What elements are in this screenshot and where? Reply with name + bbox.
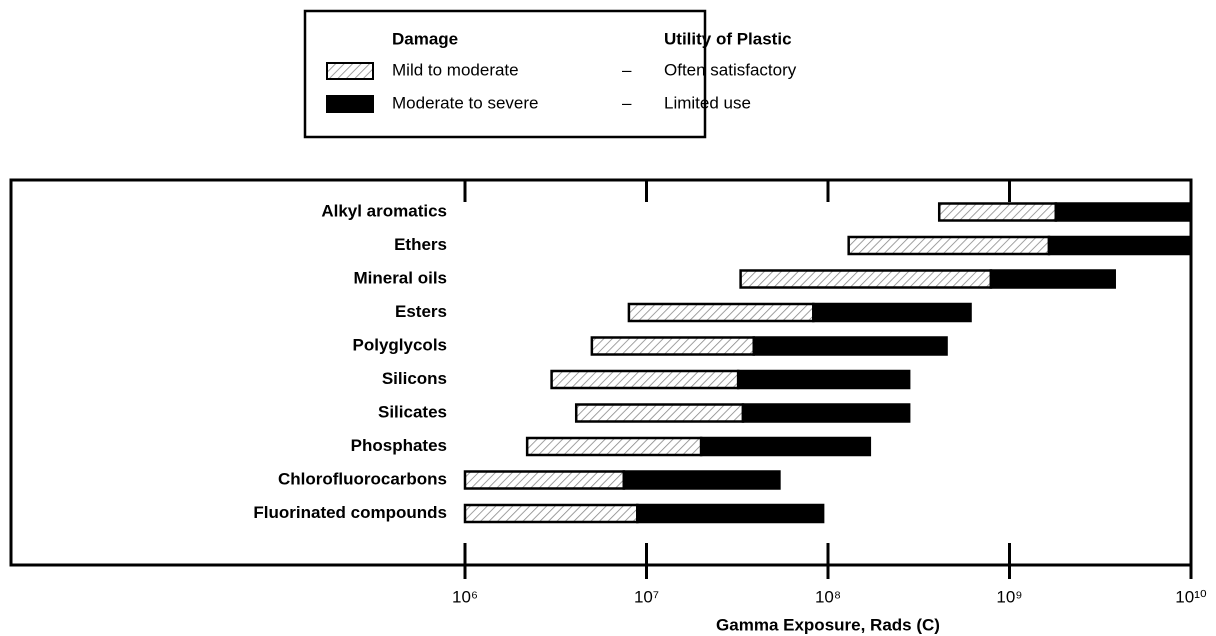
category-label: Polyglycols (353, 335, 447, 354)
x-tick-label: 10⁹ (996, 587, 1022, 606)
range-bar (812, 302, 972, 323)
category-label: Alkyl aromatics (321, 201, 447, 220)
legend-label: Mild to moderate (392, 60, 519, 79)
x-axis-title: Gamma Exposure, Rads (C) (716, 615, 940, 634)
range-bar (1047, 235, 1193, 256)
category-label: Mineral oils (353, 268, 447, 287)
range-bar (752, 336, 948, 356)
plot-frame (9, 178, 1193, 567)
range-bar (636, 503, 825, 524)
range-bar (550, 369, 740, 390)
range-bar (1054, 202, 1193, 222)
legend-separator: – (622, 60, 632, 79)
range-bar (989, 269, 1116, 289)
range-bar (699, 436, 872, 457)
legend-utility: Limited use (664, 93, 751, 112)
category-label: Phosphates (351, 436, 447, 455)
x-tick-label: 10⁷ (634, 587, 659, 606)
category-label: Silicates (378, 402, 447, 421)
legend-separator: – (622, 93, 632, 112)
legend-header: Utility of Plastic (664, 29, 792, 48)
x-tick-label: 10⁸ (815, 587, 841, 606)
range-bar (463, 470, 626, 490)
category-label: Chlorofluorocarbons (278, 469, 447, 488)
legend-box (303, 9, 707, 139)
range-bar (590, 336, 756, 356)
range-bar (741, 403, 911, 423)
range-bar (736, 369, 911, 390)
legend-label: Moderate to severe (392, 93, 538, 112)
legend-utility: Often satisfactory (664, 60, 797, 79)
range-bar (574, 403, 745, 423)
category-label: Fluorinated compounds (253, 503, 447, 522)
legend-swatch (326, 62, 374, 80)
x-tick-label: 10⁶ (452, 587, 478, 606)
category-label: Esters (395, 302, 447, 321)
range-bar (622, 470, 781, 490)
range-bar (525, 436, 703, 457)
range-bar (937, 202, 1058, 222)
category-label: Ethers (394, 235, 447, 254)
range-bar (627, 302, 815, 323)
range-bar (847, 235, 1051, 256)
range-bar (739, 269, 993, 289)
range-bar (463, 503, 639, 524)
legend-swatch (326, 95, 374, 113)
legend-header: Damage (392, 29, 458, 48)
category-label: Silicons (382, 369, 447, 388)
x-tick-label: 10¹⁰ (1175, 587, 1207, 606)
